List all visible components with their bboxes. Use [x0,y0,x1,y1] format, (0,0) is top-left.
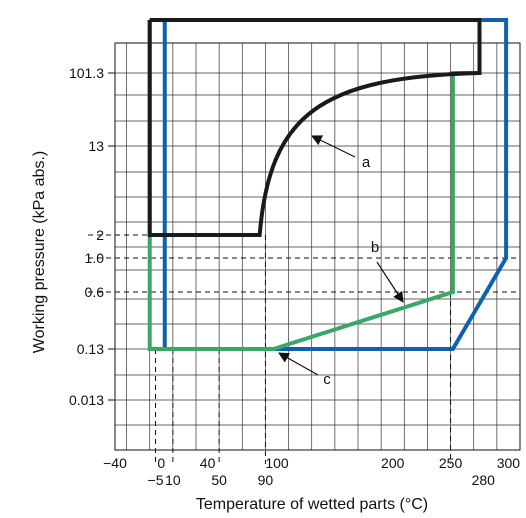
x-tick-label: 100 [265,455,289,471]
series [147,18,509,351]
x-tick-label: 10 [165,472,181,488]
x-tick-label: 250 [439,455,463,471]
dashed-guides [88,72,520,464]
x-tick-label: 300 [497,455,521,471]
annotation-a-arrow [311,135,356,158]
annotations: a b c [278,135,404,388]
y-tick-label: 1.0 [85,250,105,266]
x-tick-label: 0 [157,455,165,471]
x-tick-label: −40 [103,455,127,471]
x-tick-label: 280 [472,472,496,488]
series-b-line [147,18,482,351]
annotation-c-label: c [323,371,331,388]
y-tick-label: 0.013 [69,392,104,408]
x-tick-label: 90 [258,472,274,488]
x-tick-label: 40 [200,455,216,471]
y-tick-label: 0.13 [77,341,104,357]
y-tick-label: 0.6 [85,284,105,300]
x-axis-label: Temperature of wetted parts (°C) [196,496,428,513]
annotation-b-label: b [371,239,379,256]
grid [115,43,520,450]
series-a-line [147,18,482,237]
x-tick-label: 200 [381,455,405,471]
y-tick-label: 101.3 [69,65,104,81]
annotation-b-arrow [376,261,404,303]
plot-frame [114,42,521,451]
annotation-a-label: a [362,154,371,171]
y-tick-label: 2 [96,227,104,243]
annotation-c-arrow [278,352,319,376]
x-tick-label: 50 [211,472,227,488]
x-tick-label: −5 [148,472,164,488]
y-tick-label: 13 [88,138,104,154]
series-c-line [162,18,509,351]
y-axis-label: Working pressure (kPa abs.) [31,151,48,353]
